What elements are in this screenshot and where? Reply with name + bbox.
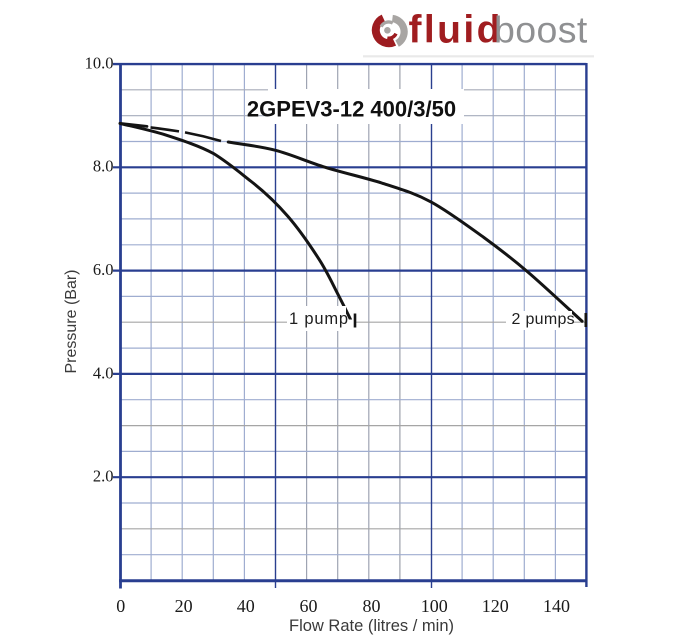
svg-text:20: 20 [175,596,193,616]
svg-text:0: 0 [116,596,125,616]
svg-text:2.0: 2.0 [93,467,114,486]
svg-text:100: 100 [421,596,448,616]
svg-text:fluid: fluid [409,9,503,52]
svg-text:10.0: 10.0 [85,53,114,72]
svg-text:boost: boost [494,9,588,51]
svg-text:Pressure (Bar): Pressure (Bar) [63,269,80,373]
svg-text:120: 120 [482,596,509,616]
svg-text:6.0: 6.0 [93,260,114,279]
svg-text:60: 60 [300,596,318,616]
svg-text:40: 40 [237,596,255,616]
svg-text:80: 80 [363,596,381,616]
svg-text:2GPEV3-12 400/3/50: 2GPEV3-12 400/3/50 [247,97,456,122]
svg-text:140: 140 [543,596,570,616]
svg-text:Flow Rate (litres / min): Flow Rate (litres / min) [289,617,454,635]
svg-text:8.0: 8.0 [93,157,114,176]
svg-text:4.0: 4.0 [93,363,114,382]
svg-text:2 pumps: 2 pumps [512,311,575,328]
svg-text:1 pump: 1 pump [289,310,349,328]
